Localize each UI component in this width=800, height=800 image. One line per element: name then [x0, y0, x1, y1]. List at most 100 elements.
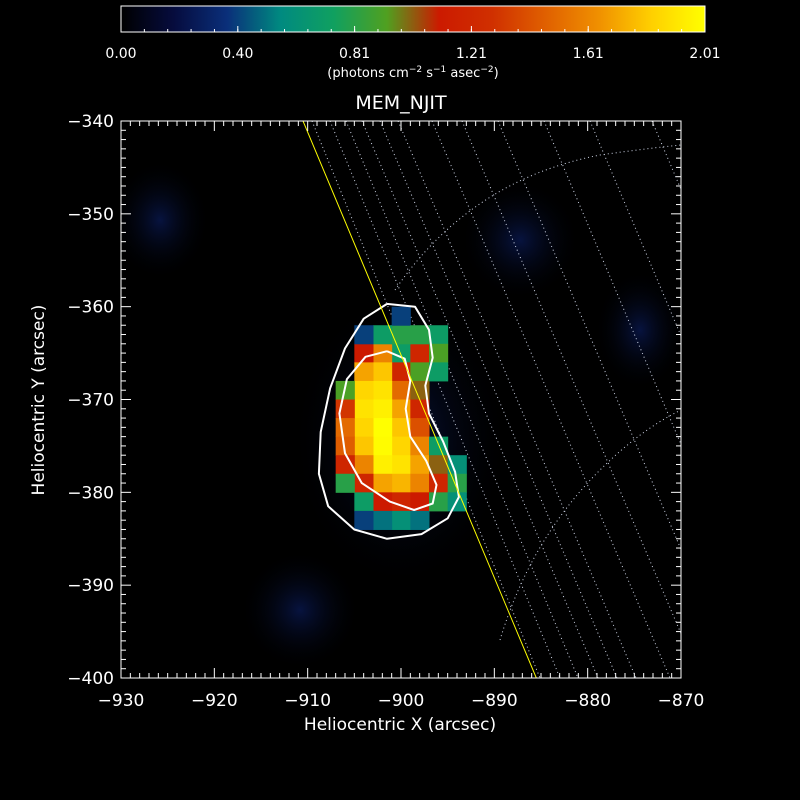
y-tick-label: −380	[67, 483, 114, 503]
haze-blob	[595, 270, 681, 390]
grid-line	[394, 144, 681, 291]
heatmap-cell	[429, 455, 449, 475]
heatmap-cell	[354, 436, 374, 456]
heatmap-cell	[373, 436, 393, 456]
heatmap-cell	[373, 510, 393, 530]
heatmap-cell	[391, 455, 411, 475]
heatmap-cell	[373, 380, 393, 400]
heatmap-cell	[354, 418, 374, 438]
heatmap-cell	[354, 325, 374, 345]
heatmap-cell	[410, 325, 430, 345]
grid-line	[431, 121, 671, 678]
plot-area: −930 −920 −910 −900 −890 −880 −870 −340 −350 −360…	[67, 112, 704, 711]
heatmap-cell	[410, 399, 430, 419]
grid-line	[379, 121, 618, 678]
heatmap-cell	[354, 362, 374, 382]
heatmap-cell	[391, 436, 411, 456]
x-tick-label: −890	[471, 691, 518, 711]
heatmap-cell	[391, 343, 411, 363]
heatmap-cell	[429, 362, 449, 382]
x-tick-label: −920	[191, 691, 238, 711]
heatmap-cell	[335, 418, 355, 438]
grid-line	[497, 121, 681, 551]
heatmap-cell	[410, 362, 430, 382]
heatmap-cell	[373, 455, 393, 475]
heatmap-cell	[354, 399, 374, 419]
heatmap-cell	[447, 455, 467, 475]
colorbar-gradient	[121, 6, 705, 32]
heatmap-cell	[410, 343, 430, 363]
grid-line	[397, 121, 637, 678]
y-tick-label: −370	[67, 391, 114, 411]
heatmap-cell	[354, 510, 374, 530]
heatmap-cell	[391, 380, 411, 400]
colorbar-unit-label: (photons cm−2 s−1 asec−2)	[327, 65, 498, 81]
x-tick-label: −880	[564, 691, 611, 711]
x-tick-label: −870	[658, 691, 705, 711]
colorbar-frame	[120, 5, 706, 33]
grid-line	[589, 121, 681, 338]
heatmap-cell	[373, 492, 393, 512]
grid-line	[361, 121, 599, 678]
heatmap-cell	[391, 306, 411, 326]
heatmap-cell	[373, 473, 393, 493]
heatmap-cell	[391, 325, 411, 345]
heatmap-cell	[354, 343, 374, 363]
y-tick-label: −350	[67, 205, 114, 225]
heatmap-cell	[391, 510, 411, 530]
heatmap-cell	[354, 380, 374, 400]
colorbar-tick-label: 2.01	[689, 46, 720, 62]
x-tick-label: −900	[378, 691, 425, 711]
heatmap-cell	[335, 399, 355, 419]
heatmap-cell	[391, 418, 411, 438]
heatmap-cell	[429, 492, 449, 512]
y-axis-label: Heliocentric Y (arcsec)	[29, 305, 49, 496]
heatmap-cell	[373, 399, 393, 419]
y-tick-label: −340	[67, 112, 114, 132]
haze-blob	[460, 180, 580, 300]
heatmap-cell	[410, 455, 430, 475]
heatmap-cell	[354, 492, 374, 512]
heatmap-cell	[429, 473, 449, 493]
heatmap-cell	[410, 510, 430, 530]
heatmap-cell	[335, 473, 355, 493]
colorbar: 0.00 0.40 0.81 1.21 1.61 2.01 (photons cm−2 s…	[105, 5, 721, 81]
y-tick-label: −360	[67, 298, 114, 318]
x-axis-label: Heliocentric X (arcsec)	[304, 715, 496, 735]
heatmap-cell	[410, 418, 430, 438]
heatmap-cell	[429, 343, 449, 363]
colorbar-tick-label: 1.61	[573, 46, 604, 62]
heatmap-cell	[429, 325, 449, 345]
y-tick-label: −400	[67, 669, 114, 689]
heatmap-cell	[410, 473, 430, 493]
heatmap-cell	[391, 473, 411, 493]
heatmap-cell	[354, 455, 374, 475]
chart-title: MEM_NJIT	[355, 92, 447, 114]
x-tick-label: −910	[284, 691, 331, 711]
colorbar-tick-label: 0.40	[222, 46, 253, 62]
grid-line	[329, 121, 561, 678]
heatmap-cell	[335, 436, 355, 456]
heatmap-cell	[373, 362, 393, 382]
heliographic-grid	[311, 121, 681, 678]
heatmap-cell	[373, 325, 393, 345]
axis-ticks: −930 −920 −910 −900 −890 −880 −870 −340 −350 −360…	[67, 112, 704, 711]
heatmap-cell	[410, 436, 430, 456]
haze-blob	[240, 550, 360, 670]
haze-blob	[121, 160, 210, 280]
colorbar-ticks: 0.00 0.40 0.81 1.21 1.61 2.01	[105, 26, 721, 62]
heatmap-cell	[373, 418, 393, 438]
x-tick-label: −930	[98, 691, 145, 711]
colorbar-tick-label: 0.00	[105, 46, 136, 62]
background-haze	[121, 160, 681, 670]
heatmap-cell	[391, 399, 411, 419]
heatmap-cell	[335, 455, 355, 475]
grid-line	[543, 121, 681, 446]
contours	[317, 302, 460, 540]
grid-line	[461, 121, 681, 635]
contour-outer	[317, 302, 460, 540]
y-tick-label: −390	[67, 576, 114, 596]
colorbar-tick-label: 1.21	[456, 46, 487, 62]
grid-line	[345, 121, 579, 678]
